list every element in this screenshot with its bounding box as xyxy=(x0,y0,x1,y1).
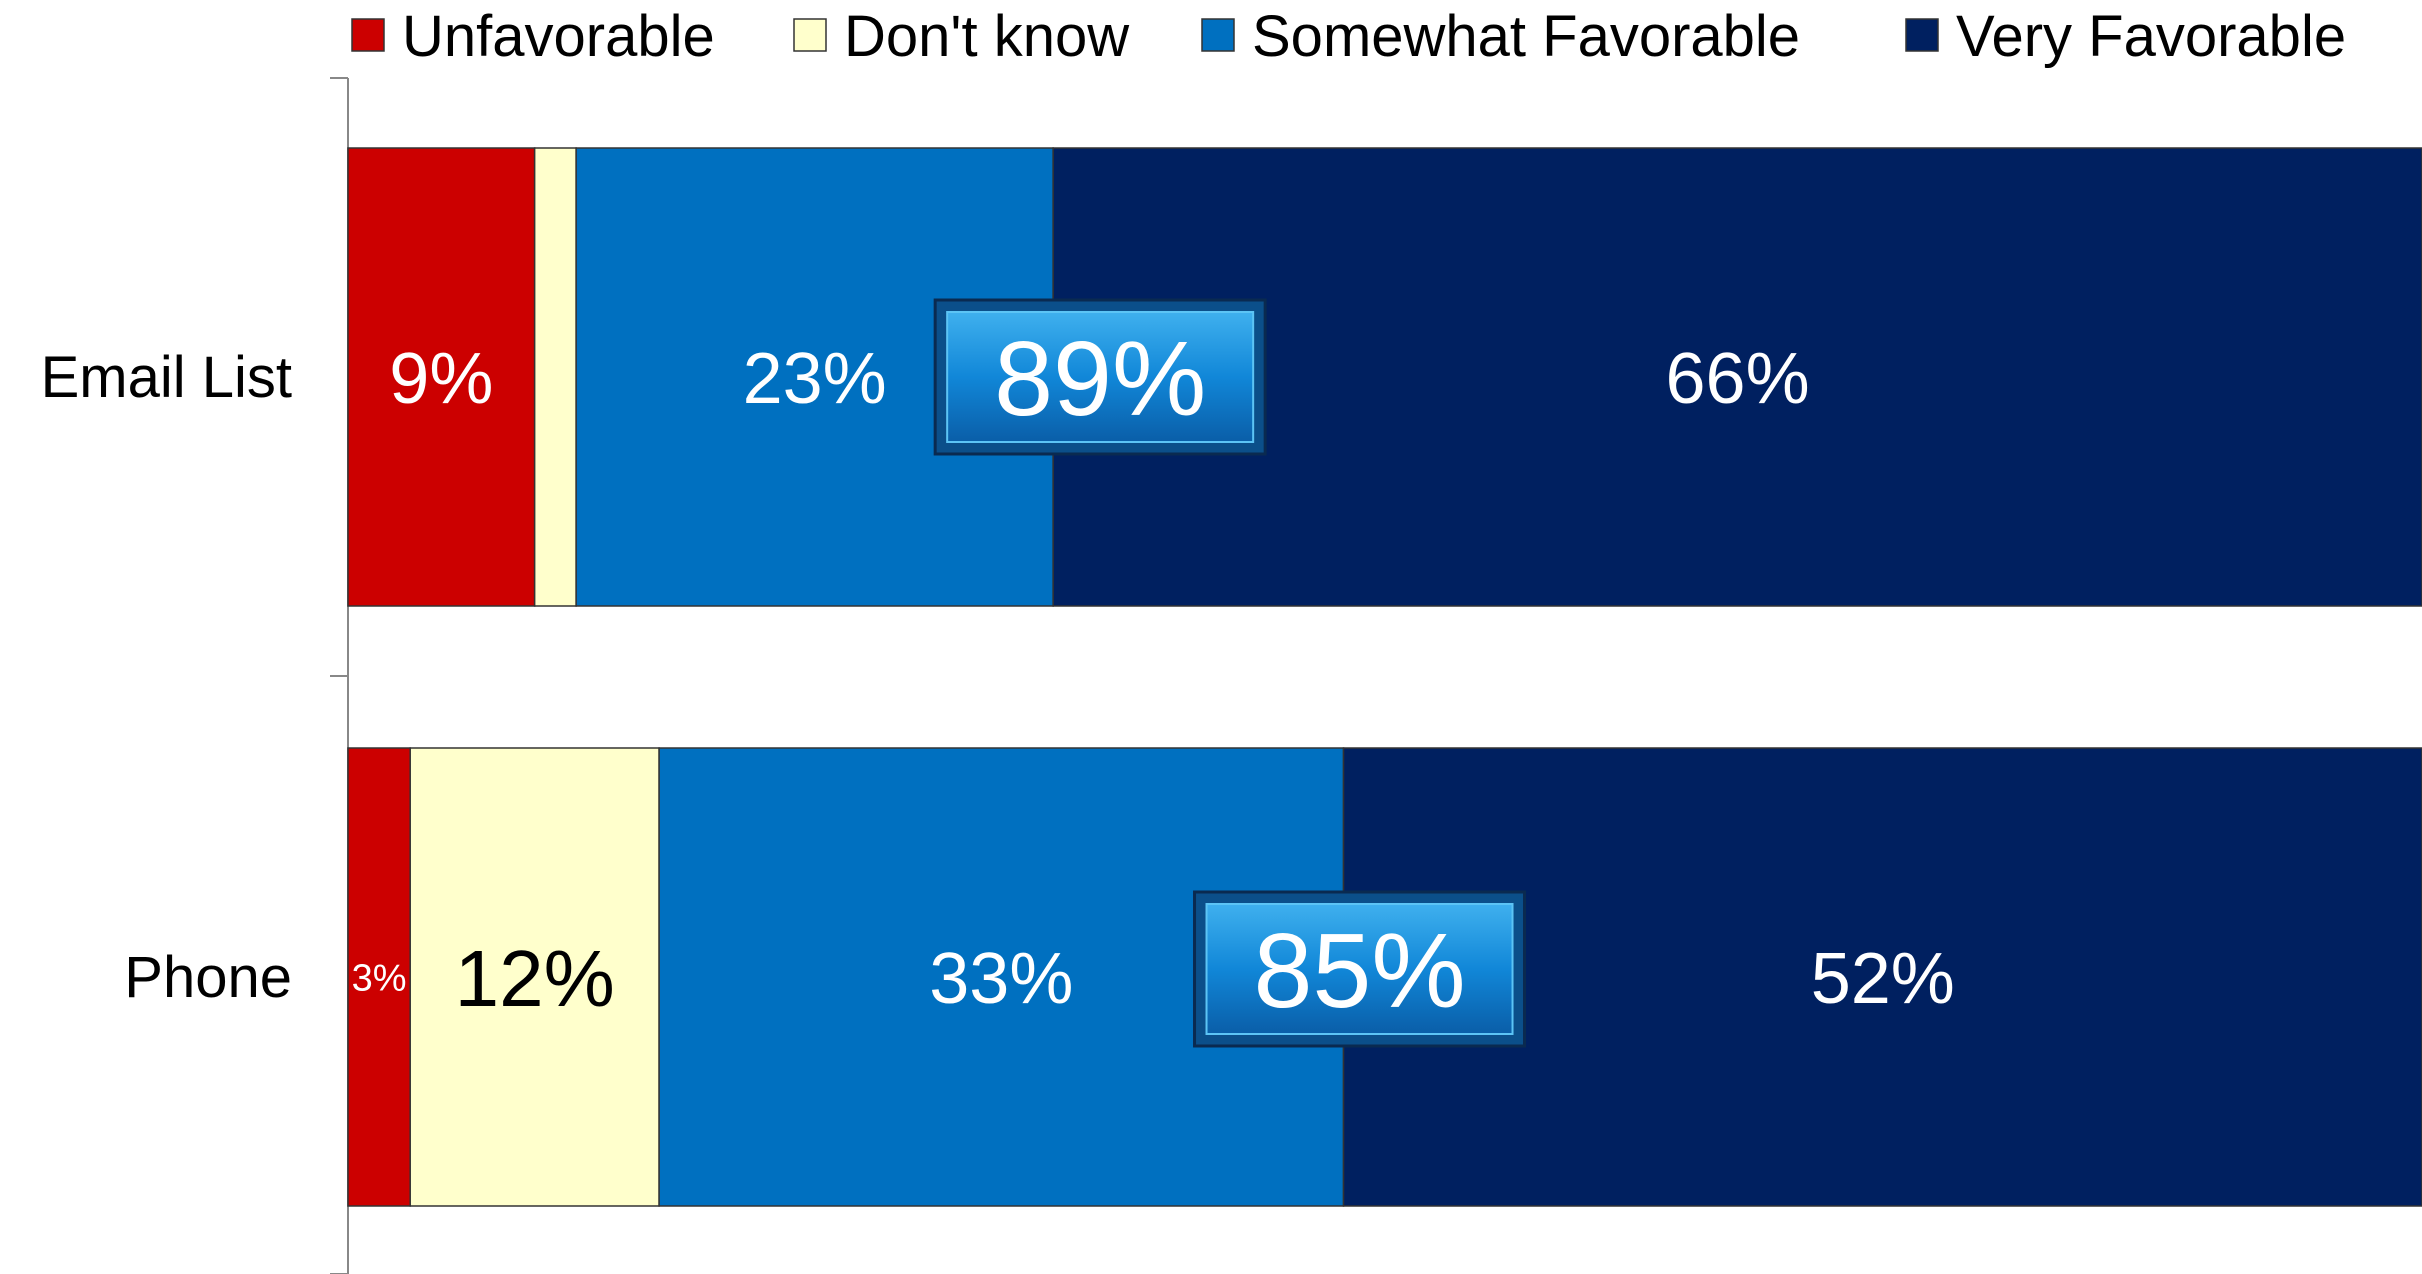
total-callout-phone: 85% xyxy=(1193,890,1527,1048)
bar-don-t-know-phone xyxy=(409,747,660,1207)
bar-unfavorable-phone xyxy=(347,747,411,1207)
bars-group xyxy=(347,147,2422,1207)
bar-unfavorable-email-list xyxy=(347,147,536,607)
legend-item-don-t-know: Don't know xyxy=(793,4,1130,69)
legend-item-somewhat-favorable: Somewhat Favorable xyxy=(1201,4,1800,69)
total-callout-face xyxy=(946,311,1255,443)
legend-label-unfavorable: Unfavorable xyxy=(402,4,715,69)
chart-legend: Unfavorable Don't know Somewhat Favorable V… xyxy=(351,4,2346,69)
legend-swatch-don-t-know xyxy=(793,18,827,52)
total-labels-group: 89% 85% xyxy=(933,298,1527,1048)
legend-swatch-very-favorable xyxy=(1905,18,1939,52)
legend-swatch-unfavorable xyxy=(351,18,385,52)
legend-label-don-t-know: Don't know xyxy=(844,4,1130,69)
category-label-email-list: Email List xyxy=(41,345,292,410)
legend-item-unfavorable: Unfavorable xyxy=(351,4,715,69)
total-label-phone: 85% xyxy=(1253,912,1465,1030)
data-label-somewhat-favorable-phone: 33% xyxy=(929,939,1073,1019)
category-labels-group: Email List Phone xyxy=(41,345,292,1010)
legend-swatch-somewhat-favorable xyxy=(1201,18,1235,52)
category-label-phone: Phone xyxy=(124,945,292,1010)
data-label-very-favorable-email-list: 66% xyxy=(1666,339,1810,419)
total-callout-face xyxy=(1205,903,1514,1035)
bar-don-t-know-email-list xyxy=(533,147,577,607)
legend-label-somewhat-favorable: Somewhat Favorable xyxy=(1252,4,1800,69)
data-label-somewhat-favorable-email-list: 23% xyxy=(743,339,887,419)
total-callout-email-list: 89% xyxy=(933,298,1267,456)
total-label-email-list: 89% xyxy=(994,320,1206,438)
legend-item-very-favorable: Very Favorable xyxy=(1905,4,2346,69)
data-labels-group: 9% 23% 66% 3% 12% 33% 52% xyxy=(352,339,1955,1023)
bar-very-favorable-email-list xyxy=(1052,147,2422,607)
category-axis xyxy=(330,77,349,1274)
legend-label-very-favorable: Very Favorable xyxy=(1956,4,2346,69)
data-label-unfavorable-email-list: 9% xyxy=(389,339,493,419)
data-label-unfavorable-phone: 3% xyxy=(352,958,407,1000)
data-label-don-t-know-phone: 12% xyxy=(455,934,615,1023)
data-label-very-favorable-phone: 52% xyxy=(1811,939,1955,1019)
